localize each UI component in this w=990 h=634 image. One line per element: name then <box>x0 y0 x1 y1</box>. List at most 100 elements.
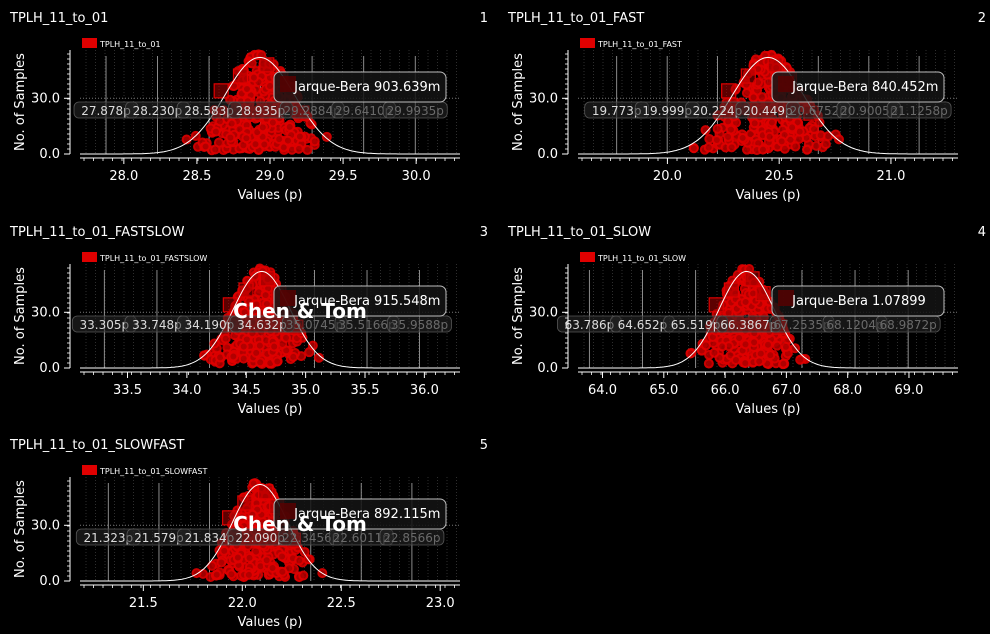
bin-marker <box>767 57 783 73</box>
watermark-text: Chen & Tom <box>233 512 367 536</box>
data-point <box>265 81 276 92</box>
data-point <box>787 122 798 133</box>
stats-swatch <box>280 503 296 519</box>
data-point <box>734 333 745 344</box>
sigma-label: 33.748p <box>132 318 182 332</box>
legend-swatch <box>580 38 595 48</box>
data-point <box>772 340 783 351</box>
y-axis-label: No. of Samples <box>511 267 526 365</box>
data-point <box>241 133 252 144</box>
x-tick-label: 20.0 <box>653 169 682 184</box>
legend-swatch <box>82 252 97 262</box>
stat-label: Jarque-Bera <box>791 294 868 309</box>
data-point <box>251 546 262 557</box>
data-point <box>820 139 831 150</box>
sigma-label: 29.9935p <box>387 104 444 118</box>
data-point <box>802 144 813 155</box>
chart-index: 2 <box>978 11 986 26</box>
data-point <box>254 340 265 351</box>
sigma-label: 66.3867p <box>720 318 777 332</box>
sigma-label: 64.652p <box>618 318 668 332</box>
distribution-curve <box>578 270 958 369</box>
bin-marker <box>723 282 739 298</box>
data-point <box>723 131 734 142</box>
sigma-label: 19.773p <box>592 104 642 118</box>
data-point <box>251 299 262 310</box>
chart-panel-2: TPLH_11_to_01_FAST 2 TPLH_11_to_01_FAST 19.… <box>507 11 986 203</box>
data-point <box>243 569 254 580</box>
data-point <box>237 512 248 523</box>
sigma-label: 19.999p <box>642 104 692 118</box>
data-point <box>257 122 268 133</box>
sigma-label: 34.190p <box>185 318 235 332</box>
data-point <box>778 358 789 369</box>
sigma-label: 35.0745p <box>286 318 343 332</box>
data-point <box>755 348 766 359</box>
distribution-curve <box>578 56 958 155</box>
sigma-label: 35.9588p <box>391 318 448 332</box>
data-point <box>216 557 227 568</box>
stats-box <box>273 71 447 103</box>
data-point <box>298 570 309 581</box>
stats-box <box>771 285 945 317</box>
sigma-label: 68.1204p <box>826 318 883 332</box>
sigma-label: 65.519p <box>671 318 721 332</box>
legend-swatch <box>580 252 595 262</box>
data-point <box>267 563 278 574</box>
x-tick-label: 21.0 <box>876 169 905 184</box>
x-tick-label: 22.0 <box>228 596 257 611</box>
legend-label: TPLH_11_to_01_SLOW <box>597 254 686 263</box>
data-point <box>294 555 305 566</box>
sigma-label: 21.323p <box>83 531 133 545</box>
stat-value: 903.639m <box>374 80 440 95</box>
data-point <box>795 354 806 365</box>
legend-label: TPLH_11_to_01 <box>99 40 161 49</box>
data-point <box>740 339 751 350</box>
data-point <box>284 121 295 132</box>
chart-title: TPLH_11_to_01_FASTSLOW <box>9 225 185 240</box>
y-axis-label: No. of Samples <box>13 267 28 365</box>
data-point <box>749 337 760 348</box>
y-tick-label: 0.0 <box>39 574 60 589</box>
data-point <box>211 569 222 580</box>
stat-label: Jarque-Bera <box>791 80 868 95</box>
distribution-curve <box>80 56 460 155</box>
data-point <box>737 132 748 143</box>
y-tick-label: 0.0 <box>39 361 60 376</box>
data-point <box>274 134 285 145</box>
bin-marker <box>740 68 756 84</box>
bin-marker <box>232 68 249 84</box>
stat-label: Jarque-Bera <box>293 294 370 309</box>
sigma-label: 28.935p <box>236 104 286 118</box>
x-tick-label: 28.0 <box>109 169 138 184</box>
x-tick-label: 36.0 <box>410 383 439 398</box>
x-axis-label: Values (p) <box>736 402 801 417</box>
bin-marker <box>755 286 771 302</box>
bin-marker <box>259 271 275 287</box>
x-tick-label: 69.0 <box>894 383 923 398</box>
data-point <box>214 116 225 127</box>
x-axis-label: Values (p) <box>736 188 801 203</box>
data-point <box>250 139 261 150</box>
legend-swatch <box>82 465 97 475</box>
data-point <box>754 356 765 367</box>
y-tick-label: 30.0 <box>529 305 558 320</box>
data-point <box>740 358 751 369</box>
data-point <box>763 339 774 350</box>
data-point <box>726 142 737 153</box>
legend-label: TPLH_11_to_01_SLOWFAST <box>99 467 207 476</box>
data-point <box>228 351 239 362</box>
data-point <box>765 350 776 361</box>
y-tick-label: 0.0 <box>537 361 558 376</box>
sigma-label: 67.2535p <box>773 318 830 332</box>
bin-marker <box>238 282 254 298</box>
data-point <box>210 144 221 155</box>
data-point <box>244 552 255 563</box>
legend-label: TPLH_11_to_01_FAST <box>597 40 682 49</box>
data-point <box>711 135 722 146</box>
stats-box <box>273 498 447 530</box>
data-point <box>241 83 252 94</box>
x-axis-label: Values (p) <box>238 615 303 630</box>
stats-swatch <box>778 76 794 92</box>
data-point <box>809 124 820 135</box>
